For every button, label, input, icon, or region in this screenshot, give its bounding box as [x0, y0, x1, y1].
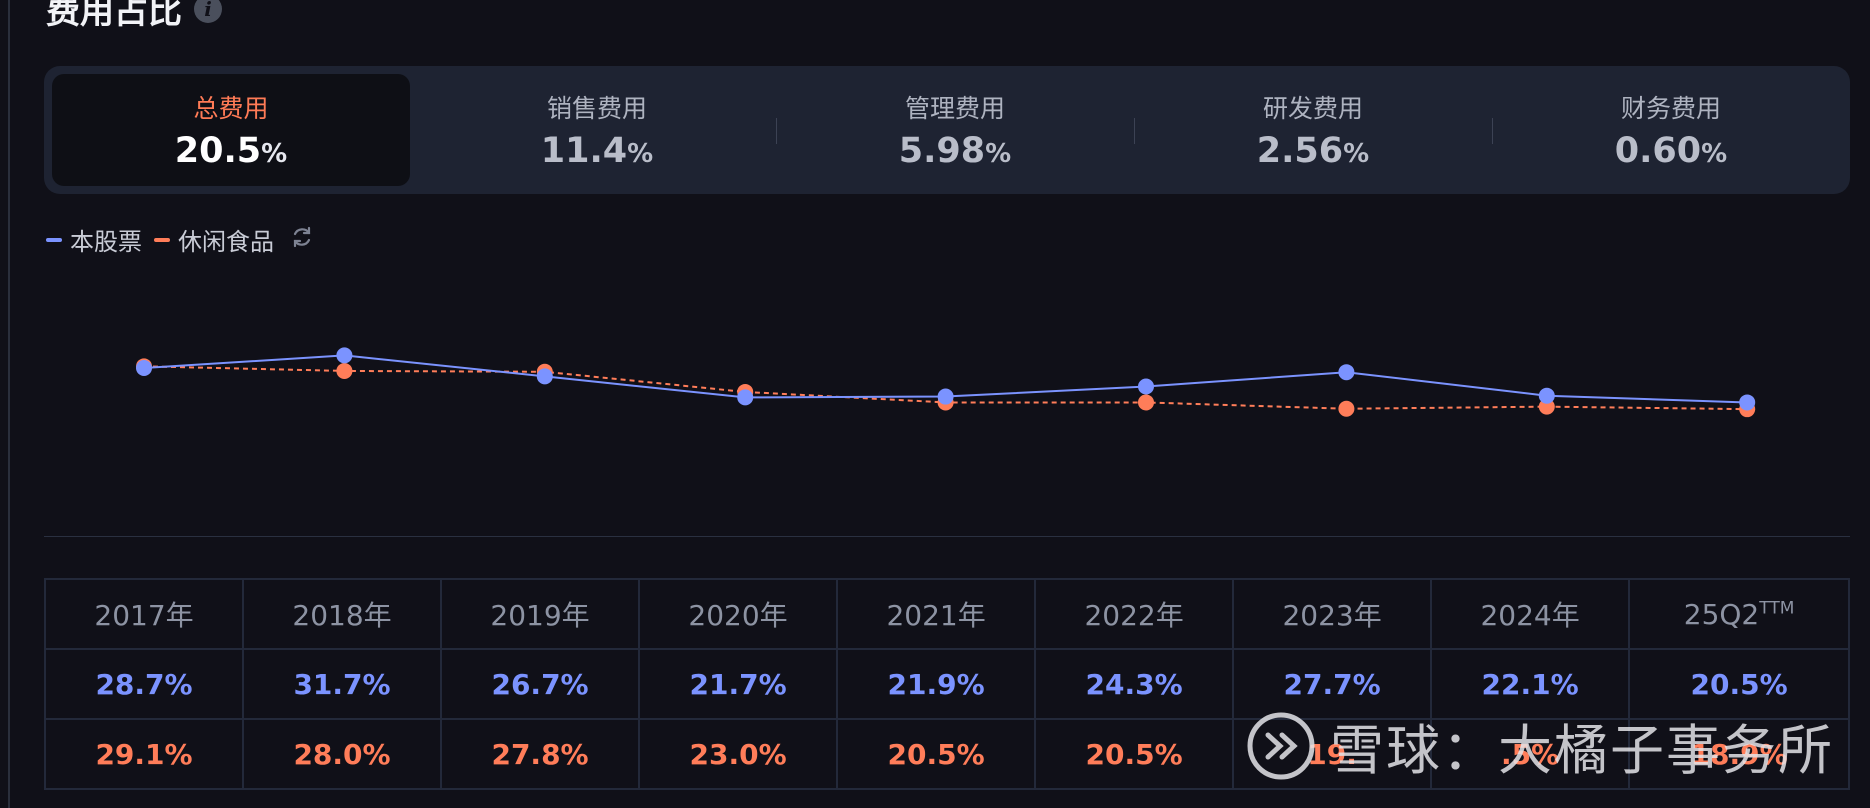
stock-value-cell: 31.7% — [242, 648, 443, 720]
tab-admin-expense[interactable]: 管理费用 5.98% — [776, 66, 1134, 194]
year-cell: 2020年 — [638, 578, 839, 650]
refresh-icon[interactable] — [290, 225, 314, 255]
data-table: 2017年 2018年 2019年 2020年 2021年 2022年 2023年 2024年… — [43, 578, 1850, 790]
stock-row: 28.7% 31.7% 26.7% 21.7% 21.9% 24.3% 27.7% 22.1%… — [43, 648, 1850, 720]
legend-swatch-industry — [154, 237, 170, 242]
stock-point[interactable] — [136, 360, 152, 376]
year-cell: 2023年 — [1232, 578, 1433, 650]
tab-sales-expense[interactable]: 销售费用 11.4% — [418, 66, 776, 194]
stock-value-cell: 21.9% — [836, 648, 1037, 720]
stock-point[interactable] — [737, 389, 754, 406]
chart-baseline — [44, 536, 1850, 537]
stock-value-cell: 21.7% — [638, 648, 839, 720]
ttm-superscript: TTM — [1759, 598, 1795, 619]
line-chart — [136, 347, 1756, 418]
stock-value-cell: 22.1% — [1430, 648, 1631, 720]
chart-legend: 本股票 休闲食品 — [46, 222, 314, 257]
stock-value-cell: 24.3% — [1034, 648, 1235, 720]
year-row: 2017年 2018年 2019年 2020年 2021年 2022年 2023年 2024年… — [43, 578, 1850, 650]
legend-item-industry[interactable]: 休闲食品 — [154, 222, 274, 257]
stock-value-cell: 20.5% — [1628, 648, 1850, 720]
page-title: 费用占比 — [46, 0, 182, 32]
industry-value-cell: 18.9% — [1628, 718, 1850, 790]
year-cell: 2019年 — [440, 578, 641, 650]
title-row: 费用占比 i — [46, 0, 222, 33]
legend-label-industry: 休闲食品 — [178, 228, 274, 256]
stock-value-cell: 26.7% — [440, 648, 641, 720]
tab-unit: % — [985, 139, 1012, 169]
tab-unit: % — [1701, 139, 1728, 169]
tab-value: 2.56 — [1256, 131, 1344, 171]
year-cell: 2024年 — [1430, 578, 1631, 650]
legend-swatch-stock — [46, 237, 62, 242]
stock-point[interactable] — [1739, 394, 1756, 411]
industry-point[interactable] — [1138, 394, 1154, 411]
tab-unit: % — [261, 139, 288, 169]
legend-label-stock: 本股票 — [70, 228, 142, 256]
stock-point[interactable] — [1338, 364, 1355, 381]
tab-finance-expense[interactable]: 财务费用 0.60% — [1492, 66, 1850, 194]
industry-value-cell: 20.5% — [1034, 718, 1235, 790]
industry-value-cell: 19. — [1232, 718, 1433, 790]
watermark-text: 雪球：大橘子事务所 — [1330, 719, 1834, 782]
year-cell: 2018年 — [242, 578, 443, 650]
stock-point[interactable] — [1138, 378, 1154, 395]
stock-value-cell: 27.7% — [1232, 648, 1433, 720]
tab-divider — [776, 118, 777, 144]
year-cell: 2021年 — [836, 578, 1037, 650]
tab-total-expense[interactable]: 总费用 20.5% — [52, 74, 410, 186]
tab-divider — [1134, 118, 1135, 144]
tab-value: 0.60 — [1614, 131, 1702, 171]
tab-label: 管理费用 — [904, 94, 1005, 123]
tab-label: 研发费用 — [1262, 94, 1363, 123]
tab-label: 总费用 — [193, 94, 269, 123]
industry-value-cell: 28.0% — [242, 718, 443, 790]
tab-value: 20.5 — [174, 131, 262, 171]
tab-value: 11.4 — [540, 131, 628, 171]
xueqiu-logo-icon — [1247, 712, 1315, 779]
stock-point[interactable] — [1538, 387, 1555, 404]
tab-value: 5.98 — [898, 131, 986, 171]
stock-point[interactable] — [937, 388, 954, 405]
tab-unit: % — [1343, 139, 1370, 169]
tab-divider — [1492, 118, 1493, 144]
industry-value-cell: 27.8% — [440, 718, 641, 790]
stock-point[interactable] — [536, 368, 553, 385]
expense-tabs: 总费用 20.5% 销售费用 11.4% 管理费用 5.98% 研发费用 2.5… — [44, 66, 1850, 194]
year-cell: 25Q2TTM — [1628, 578, 1850, 650]
left-rule — [8, 0, 10, 808]
stock-value-cell: 28.7% — [43, 648, 245, 720]
industry-value-cell: 23.0% — [638, 718, 839, 790]
industry-point[interactable] — [336, 362, 353, 379]
industry-value-cell: .5% — [1430, 718, 1631, 790]
tab-unit: % — [627, 139, 654, 169]
legend-item-stock[interactable]: 本股票 — [46, 222, 142, 257]
year-cell: 2022年 — [1034, 578, 1235, 650]
industry-value-cell: 20.5% — [836, 718, 1037, 790]
tab-label: 销售费用 — [546, 94, 647, 123]
info-icon[interactable]: i — [194, 0, 222, 23]
industry-row: 29.1% 28.0% 27.8% 23.0% 20.5% 20.5% 19. .5% 18.9… — [43, 718, 1850, 790]
tab-rd-expense[interactable]: 研发费用 2.56% — [1134, 66, 1492, 194]
watermark: 雪球：大橘子事务所 — [1246, 706, 1834, 785]
industry-point[interactable] — [1338, 400, 1355, 417]
tab-label: 财务费用 — [1620, 94, 1721, 123]
year-cell: 2017年 — [43, 578, 245, 650]
industry-value-cell: 29.1% — [43, 718, 245, 790]
stock-point[interactable] — [336, 347, 353, 364]
